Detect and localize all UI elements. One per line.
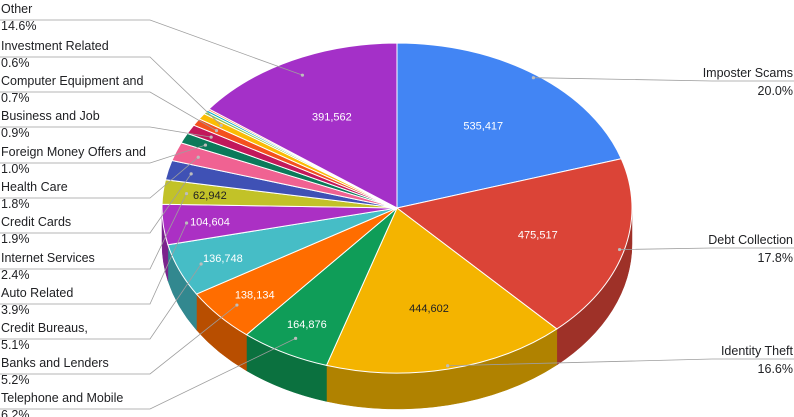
leader-dot-foreign-money-offers-and <box>203 143 208 147</box>
leader-banks-and-lenders <box>0 304 238 375</box>
leader-identity-theft <box>447 358 794 367</box>
leader-dot-investment-related <box>219 123 223 128</box>
leader-dot-imposter-scams <box>531 76 535 80</box>
percent-health-care: 1.8% <box>1 197 30 211</box>
value-label-banks-and-lenders: 138,134 <box>235 289 275 301</box>
label-investment-related: Investment Related <box>1 39 109 53</box>
percent-auto-related: 3.9% <box>1 303 30 317</box>
leader-internet-services <box>0 193 187 270</box>
leader-dot-computer-equipment-and <box>214 129 219 133</box>
leader-dot-banks-and-lenders <box>235 303 239 307</box>
leader-credit-cards <box>0 173 192 234</box>
label-imposter-scams: Imposter Scams <box>703 66 793 80</box>
leader-debt-collection <box>619 247 794 250</box>
value-labels: 535,417 475,517 444,602 164,876 138,134 136,7… <box>190 111 558 330</box>
label-other: Other <box>1 2 32 16</box>
percent-banks-and-lenders: 5.2% <box>1 373 30 387</box>
label-debt-collection: Debt Collection <box>708 233 793 247</box>
leader-dot-credit-cards <box>189 172 193 176</box>
leader-health-care <box>0 156 199 199</box>
pie-sides <box>161 207 633 410</box>
leader-dot-business-and-job <box>209 135 213 139</box>
leader-dot-debt-collection <box>617 247 622 252</box>
leader-dot-auto-related <box>184 221 189 225</box>
percent-telephone-and-mobile: 6.2% <box>1 408 30 417</box>
leader-computer-equipment-and <box>0 91 217 131</box>
label-health-care: Health Care <box>1 180 68 194</box>
percent-imposter-scams: 20.0% <box>758 84 793 98</box>
label-internet-services: Internet Services <box>1 251 95 265</box>
leader-dot-internet-services <box>184 191 189 196</box>
leader-business-and-job <box>0 126 212 138</box>
leader-dot-identity-theft <box>446 364 450 368</box>
pie-top <box>161 42 633 374</box>
value-label-other: 391,562 <box>312 111 352 123</box>
percent-business-and-job: 0.9% <box>1 126 30 140</box>
slice-imposter-scams[interactable] <box>396 42 622 209</box>
leader-dot-telephone-and-mobile <box>294 336 298 340</box>
percent-foreign-money-offers-and: 1.0% <box>1 162 30 176</box>
percent-credit-bureaus: 5.1% <box>1 338 30 352</box>
leader-dot-other <box>300 73 305 77</box>
label-foreign-money-offers-and: Foreign Money Offers and <box>1 145 146 159</box>
percent-computer-equipment-and: 0.7% <box>1 91 30 105</box>
label-auto-related: Auto Related <box>1 286 73 300</box>
value-label-identity-theft: 444,602 <box>409 303 449 315</box>
label-banks-and-lenders: Banks and Lenders <box>1 356 109 370</box>
percent-internet-services: 2.4% <box>1 268 30 282</box>
slice-identity-theft[interactable] <box>325 207 558 374</box>
leader-imposter-scams <box>533 77 794 82</box>
slice-other[interactable] <box>208 42 398 209</box>
leader-lines <box>0 19 794 410</box>
value-label-debt-collection: 475,517 <box>518 229 558 241</box>
percent-debt-collection: 17.8% <box>758 251 793 265</box>
leader-investment-related <box>0 56 222 126</box>
leader-auto-related <box>0 222 187 305</box>
value-label-telephone-and-mobile: 164,876 <box>287 319 327 331</box>
label-computer-equipment-and: Computer Equipment and <box>1 74 143 88</box>
label-business-and-job: Business and Job <box>1 109 100 123</box>
value-label-credit-bureaus: 136,748 <box>203 253 243 265</box>
leader-dot-health-care <box>196 155 200 159</box>
value-label-auto-related: 104,604 <box>190 216 230 228</box>
label-telephone-and-mobile: Telephone and Mobile <box>1 391 123 405</box>
leader-telephone-and-mobile <box>0 337 296 410</box>
value-label-internet-services: 62,942 <box>193 190 227 202</box>
label-credit-bureaus: Credit Bureaus, <box>1 321 88 335</box>
label-identity-theft: Identity Theft <box>721 344 794 358</box>
leader-foreign-money-offers-and <box>0 144 206 164</box>
label-credit-cards: Credit Cards <box>1 215 71 229</box>
percent-identity-theft: 16.6% <box>758 362 793 376</box>
percent-credit-cards: 1.9% <box>1 232 30 246</box>
slice-debt-collection[interactable] <box>395 158 633 330</box>
leader-dot-credit-bureaus <box>199 262 203 266</box>
leader-credit-bureaus <box>0 263 202 340</box>
percent-investment-related: 0.6% <box>1 56 30 70</box>
value-label-imposter-scams: 535,417 <box>463 121 503 133</box>
percent-other: 14.6% <box>1 19 36 33</box>
leader-other <box>0 19 303 76</box>
